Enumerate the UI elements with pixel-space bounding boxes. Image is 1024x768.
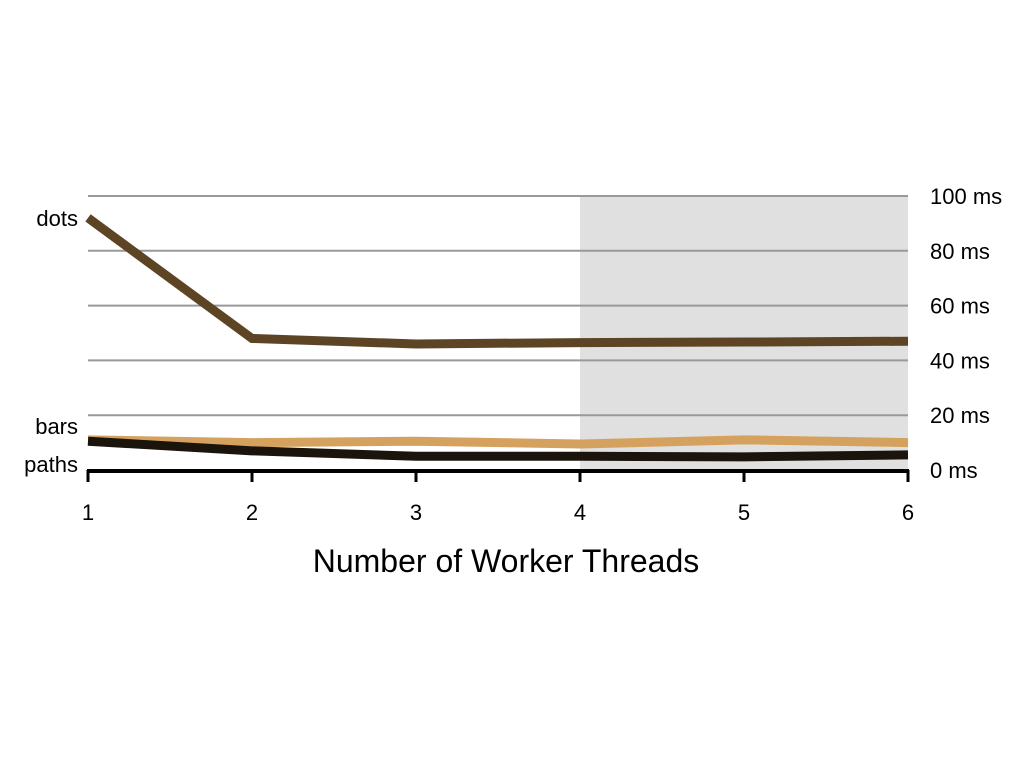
- series-line-bars: [87, 435, 909, 449]
- x-tick-label: 2: [246, 500, 258, 525]
- series-lines: [85, 214, 909, 462]
- shaded-region: [580, 196, 908, 470]
- x-tick-label: 5: [738, 500, 750, 525]
- y-tick-label: 20 ms: [930, 403, 990, 428]
- y-tick-label: 60 ms: [930, 294, 990, 319]
- x-axis-title: Number of Worker Threads: [313, 543, 700, 579]
- series-label-dots: dots: [36, 206, 78, 231]
- series-line-paths: [87, 436, 909, 462]
- x-ticks: 1 2 3 4 5 6: [82, 470, 914, 525]
- series-line-dots: [85, 214, 909, 349]
- series-label-paths: paths: [24, 452, 78, 477]
- y-tick-label: 80 ms: [930, 239, 990, 264]
- y-tick-labels: 0 ms 20 ms 40 ms 60 ms 80 ms 100 ms: [930, 184, 1002, 483]
- y-tick-label: 40 ms: [930, 348, 990, 373]
- y-tick-label: 100 ms: [930, 184, 1002, 209]
- x-tick-label: 4: [574, 500, 586, 525]
- gridlines: [88, 195, 908, 417]
- x-tick-label: 3: [410, 500, 422, 525]
- x-tick-label: 6: [902, 500, 914, 525]
- y-tick-label: 0 ms: [930, 458, 978, 483]
- series-label-bars: bars: [35, 414, 78, 439]
- series-labels: dots bars paths: [24, 206, 78, 477]
- x-tick-label: 1: [82, 500, 94, 525]
